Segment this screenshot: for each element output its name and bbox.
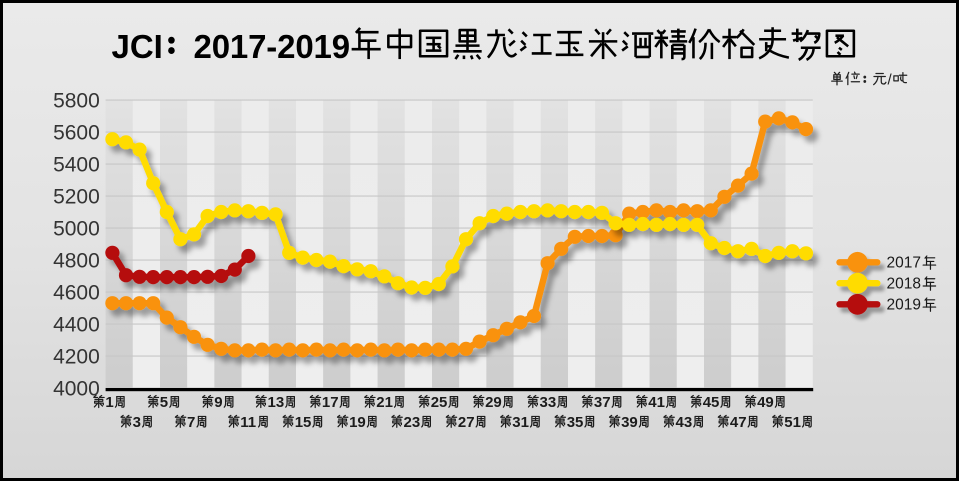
svg-text:7: 7 [187,414,195,431]
svg-text:2018: 2018 [887,276,921,293]
svg-text:4200: 4200 [53,346,100,369]
svg-text:2019: 2019 [887,297,921,314]
svg-text:1: 1 [105,394,113,411]
svg-text:31: 31 [512,414,529,431]
svg-text:41: 41 [648,394,665,411]
svg-text:5600: 5600 [53,122,100,145]
svg-text:17: 17 [322,394,339,411]
svg-text:JCI: JCI [112,28,163,65]
svg-text:29: 29 [485,394,502,411]
svg-text:13: 13 [268,394,285,411]
svg-text:47: 47 [730,414,747,431]
svg-text:3: 3 [133,414,141,431]
svg-text:45: 45 [703,394,720,411]
svg-text:15: 15 [295,414,312,431]
svg-text:4800: 4800 [53,250,100,273]
svg-text:49: 49 [757,394,774,411]
svg-text:37: 37 [594,394,611,411]
svg-text:2017-2019: 2017-2019 [194,28,350,65]
svg-text:5800: 5800 [53,90,100,113]
svg-text:21: 21 [376,394,393,411]
svg-text:5400: 5400 [53,154,100,177]
svg-text:4000: 4000 [53,378,100,401]
svg-text:11: 11 [240,414,256,431]
svg-text:33: 33 [540,394,557,411]
svg-text:9: 9 [214,394,222,411]
svg-text:35: 35 [567,414,584,431]
svg-text:19: 19 [349,414,366,431]
svg-text:2017: 2017 [887,255,921,272]
svg-text:5: 5 [160,394,168,411]
svg-text:5000: 5000 [53,218,100,241]
svg-text:23: 23 [404,414,421,431]
svg-text:39: 39 [621,414,638,431]
svg-text:27: 27 [458,414,475,431]
svg-text:/: / [888,72,893,89]
svg-text:4400: 4400 [53,314,100,337]
svg-text:5200: 5200 [53,186,100,209]
svg-text:4600: 4600 [53,282,100,305]
svg-text:25: 25 [431,394,448,411]
svg-text:43: 43 [676,414,693,431]
svg-text:51: 51 [784,414,801,431]
